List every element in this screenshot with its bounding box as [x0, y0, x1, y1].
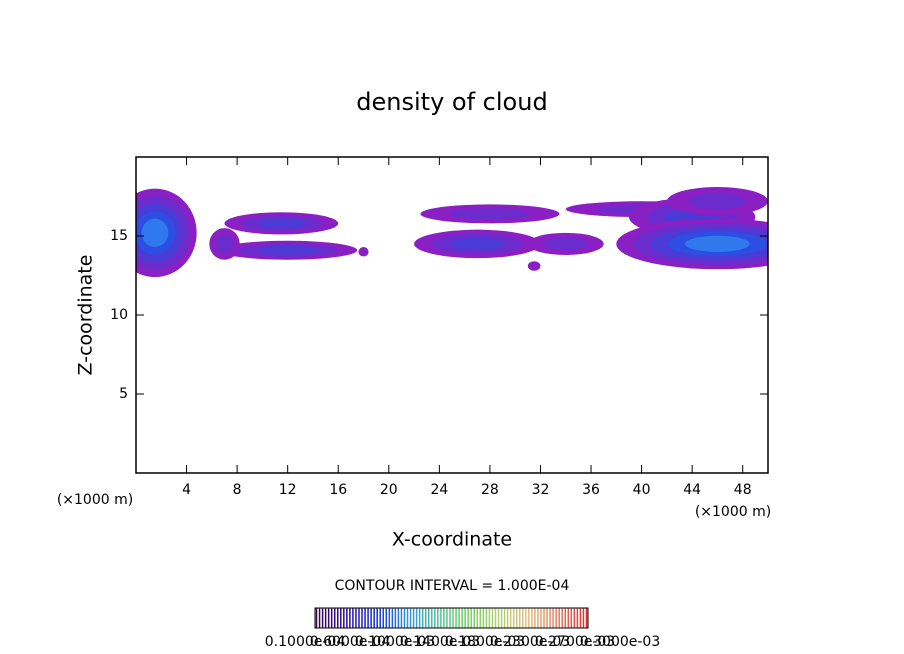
- annotation: CONTOUR INTERVAL = 1.000E-04: [335, 578, 570, 594]
- chart-title: density of cloud: [356, 88, 547, 116]
- x-tick-label: 16: [329, 482, 347, 498]
- cloud-contour: [215, 234, 234, 253]
- x-tick-label: 48: [734, 482, 752, 498]
- cloud-contour: [688, 193, 747, 210]
- colorbar-label: 0.2300e-03: [490, 634, 570, 650]
- colorbar-label: 0.1800e-03: [445, 634, 525, 650]
- y-unit: (×1000 m): [57, 492, 133, 508]
- x-tick-label: 8: [233, 482, 242, 498]
- cloud-contour: [543, 237, 588, 251]
- colorbar-label: 0.6000e-04: [310, 634, 391, 650]
- cloud-contour: [257, 246, 318, 255]
- x-tick-label: 20: [380, 482, 398, 498]
- x-tick-label: 12: [279, 482, 297, 498]
- x-unit: (×1000 m): [695, 504, 771, 520]
- colorbar-label: 0.3000e-03: [580, 634, 660, 650]
- colorbar-frame: [314, 607, 589, 629]
- cloud-contour: [358, 247, 369, 257]
- cloud-contour: [527, 261, 541, 271]
- y-tick-label: 15: [110, 228, 128, 244]
- colorbar-label: 0.2700e-03: [535, 634, 615, 650]
- cloud-contour: [449, 237, 505, 251]
- colorbar-label: 0.1400e-03: [400, 634, 480, 650]
- x-tick-label: 28: [481, 482, 499, 498]
- x-tick-label: 40: [633, 482, 651, 498]
- colorbar-label: 0.1000e-04: [265, 634, 346, 650]
- cloud-contour: [685, 235, 750, 252]
- x-axis-label: X-coordinate: [392, 529, 512, 551]
- x-tick-label: 4: [182, 482, 191, 498]
- y-tick-label: 5: [119, 386, 128, 402]
- x-tick-label: 32: [532, 482, 550, 498]
- y-axis-label: Z-coordinate: [75, 255, 97, 376]
- x-tick-label: 24: [430, 482, 448, 498]
- cloud-contour: [141, 218, 169, 247]
- x-tick-label: 36: [582, 482, 600, 498]
- cloud-contour: [256, 218, 307, 229]
- cloud-contour: [449, 208, 530, 220]
- y-tick-label: 10: [110, 307, 128, 323]
- x-tick-label: 44: [683, 482, 701, 498]
- contours: [136, 187, 768, 278]
- colorbar-label: 0.1000e-03: [355, 634, 435, 650]
